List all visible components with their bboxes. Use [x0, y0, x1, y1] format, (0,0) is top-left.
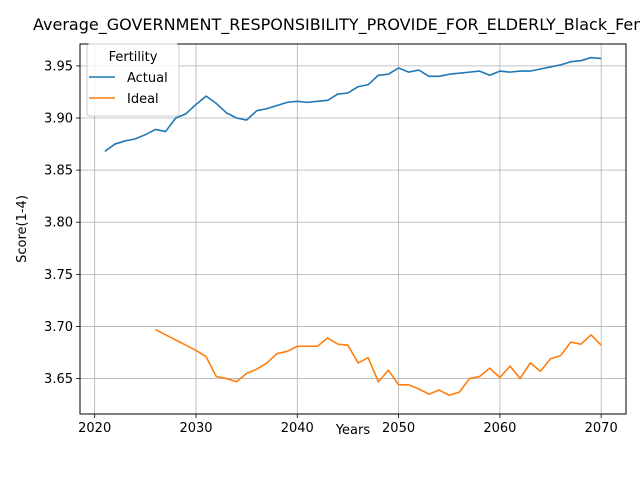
- x-tick-label: 2070: [585, 421, 618, 436]
- grid: [80, 44, 626, 414]
- y-tick-label: 3.80: [44, 216, 73, 231]
- y-tick-label: 3.90: [44, 112, 73, 127]
- legend-label-actual: Actual: [127, 71, 168, 86]
- legend: Fertility Actual Ideal: [86, 43, 180, 117]
- x-tick-label: 2030: [179, 421, 212, 436]
- chart-title: Average_GOVERNMENT_RESPONSIBILITY_PROVID…: [33, 15, 640, 35]
- y-tick-label: 3.70: [44, 320, 73, 335]
- series-line-ideal: [155, 328, 602, 397]
- series-line-actual: [104, 56, 602, 152]
- x-tick-label: 2020: [78, 421, 111, 436]
- y-tick-label: 3.85: [44, 164, 73, 179]
- plot-frame: [79, 43, 627, 415]
- x-tick-label: 2050: [382, 421, 415, 436]
- x-axis-label: Years: [335, 423, 371, 438]
- y-tick-label: 3.65: [44, 372, 73, 387]
- y-tick-label: 3.75: [44, 268, 73, 283]
- x-tick-label: 2040: [281, 421, 314, 436]
- x-tick-label: 2060: [483, 421, 516, 436]
- legend-entries: Actual Ideal: [89, 71, 168, 107]
- legend-title: Fertility: [109, 50, 158, 65]
- axis-ticks: 2020 2030 2040 2050 2060 2070 3.65 3.70 3.75 3.80…: [44, 59, 618, 436]
- series-lines: [104, 56, 602, 397]
- y-tick-label: 3.95: [44, 59, 73, 74]
- y-axis-label: Score(1-4): [15, 195, 30, 263]
- legend-label-ideal: Ideal: [127, 92, 159, 107]
